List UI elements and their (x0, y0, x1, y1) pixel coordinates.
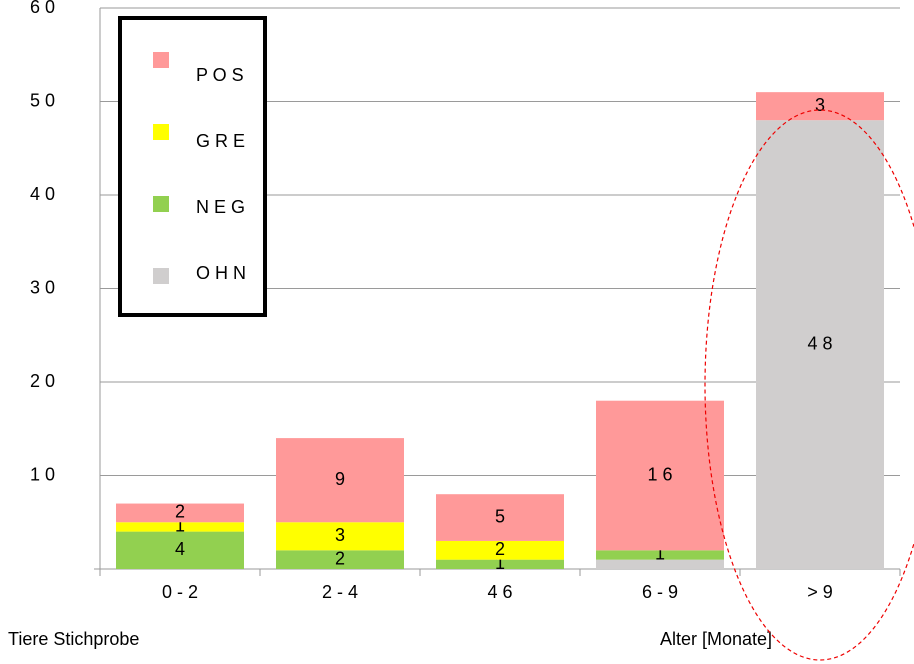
annotation: Tiere Stichprobe (8, 629, 139, 649)
value-label: 5 (495, 506, 505, 526)
y-tick-label: 6 0 (30, 0, 55, 17)
value-label: 4 (175, 539, 185, 559)
bar-segment (756, 92, 884, 121)
bar-segment (596, 400, 724, 551)
value-label: 9 (335, 469, 345, 489)
legend-label: O H N (196, 263, 246, 283)
value-label: 2 (495, 539, 505, 559)
bar-segment (116, 531, 244, 569)
bar-segment (276, 522, 404, 551)
annotation: Alter [Monate] (660, 629, 772, 649)
bar-segment (436, 559, 564, 569)
bar-segment (116, 503, 244, 523)
legend-box (118, 16, 267, 317)
legend-swatch (153, 196, 169, 212)
legend-swatch (153, 52, 169, 68)
legend-label: G R E (196, 131, 245, 151)
bar-segment (436, 540, 564, 560)
y-tick-label: 2 0 (30, 371, 55, 391)
x-tick-label: 6 - 9 (642, 582, 678, 602)
legend-label: P O S (196, 65, 244, 85)
bar-segment (756, 120, 884, 569)
value-label: 2 (175, 502, 185, 522)
y-tick-label: 4 0 (30, 184, 55, 204)
legend-swatch (153, 268, 169, 284)
value-label: 1 (175, 516, 185, 536)
bar-segment (116, 522, 244, 532)
highlight-ellipse (704, 109, 914, 661)
bar-segment (436, 494, 564, 541)
value-label: 2 (335, 548, 345, 568)
value-label: 1 (655, 544, 665, 564)
legend-swatch (153, 124, 169, 140)
y-tick-label: 3 0 (30, 277, 55, 297)
bar-segment (596, 550, 724, 560)
x-tick-label: 0 - 2 (162, 582, 198, 602)
value-label: 3 (815, 95, 825, 115)
y-tick-label: 5 0 (30, 90, 55, 110)
value-label: 1 6 (647, 464, 672, 484)
value-label: 1 (495, 553, 505, 573)
bar-segment (596, 559, 724, 569)
value-label: 4 8 (807, 333, 832, 353)
y-tick-label: 1 0 (30, 464, 55, 484)
value-label: 3 (335, 525, 345, 545)
x-tick-label: 2 - 4 (322, 582, 358, 602)
legend-label: N E G (196, 197, 245, 217)
bar-segment (276, 438, 404, 523)
x-tick-label: > 9 (807, 582, 833, 602)
x-tick-label: 4 6 (487, 582, 512, 602)
bar-segment (276, 550, 404, 569)
